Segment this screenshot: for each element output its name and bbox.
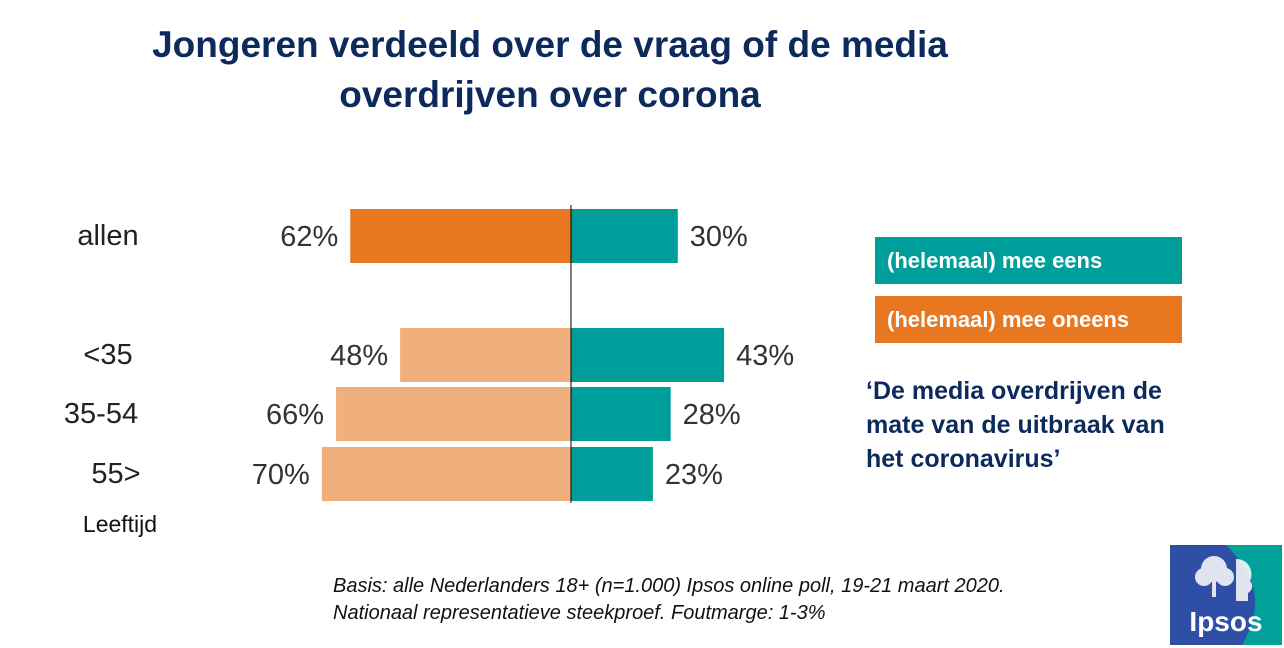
logo-teal-shape [1226, 545, 1282, 645]
data-label-disagree-2: 66% [266, 399, 324, 431]
bar-disagree-1 [400, 328, 571, 382]
data-label-agree-2: 28% [683, 399, 741, 431]
category-label-0: allen [77, 220, 138, 252]
ipsos-tree-face-icon [1195, 556, 1253, 601]
data-label-agree-1: 43% [736, 340, 794, 372]
legend-agree: (helemaal) mee eens [875, 237, 1182, 284]
data-label-disagree-3: 70% [252, 459, 310, 491]
category-label-1: <35 [83, 339, 132, 371]
chart-title: Jongeren verdeeld over de vraag of de me… [100, 20, 1000, 120]
bar-disagree-2 [336, 387, 571, 441]
bar-agree-3 [571, 447, 653, 501]
category-label-3: 55> [91, 458, 140, 490]
source-note: Basis: alle Nederlanders 18+ (n=1.000) I… [333, 573, 1153, 627]
bar-agree-0 [571, 209, 678, 263]
source-line-1: Basis: alle Nederlanders 18+ (n=1.000) I… [333, 575, 1005, 597]
bar-disagree-0 [350, 209, 571, 263]
bar-disagree-3 [321, 447, 571, 501]
data-label-agree-3: 23% [665, 459, 723, 491]
data-label-disagree-0: 62% [280, 221, 338, 253]
source-line-2: Nationaal representatieve steekproef. Fo… [333, 602, 826, 624]
statement-line-1: ‘De media overdrijven de [866, 377, 1162, 405]
statement-line-3: het coronavirus’ [866, 445, 1061, 473]
bar-agree-2 [571, 387, 671, 441]
legend-disagree: (helemaal) mee oneens [875, 296, 1182, 343]
survey-statement: ‘De media overdrijven de mate van de uit… [866, 374, 1266, 476]
category-label-2: 35-54 [64, 398, 138, 430]
data-label-disagree-1: 48% [330, 340, 388, 372]
logo-text: Ipsos [1189, 606, 1262, 637]
statement-line-2: mate van de uitbraak van [866, 411, 1165, 439]
bar-agree-1 [571, 328, 725, 382]
ipsos-logo: Ipsos [1170, 545, 1282, 645]
diverging-bar-chart: 62% 30% allen 48% 43% <35 66% 28% 35-54 70% 23% 55>… [64, 205, 794, 537]
title-line-2: overdrijven over corona [339, 74, 761, 115]
category-axis-label: Leeftijd [83, 511, 157, 537]
data-label-agree-0: 30% [690, 221, 748, 253]
title-line-1: Jongeren verdeeld over de vraag of de me… [152, 24, 948, 65]
